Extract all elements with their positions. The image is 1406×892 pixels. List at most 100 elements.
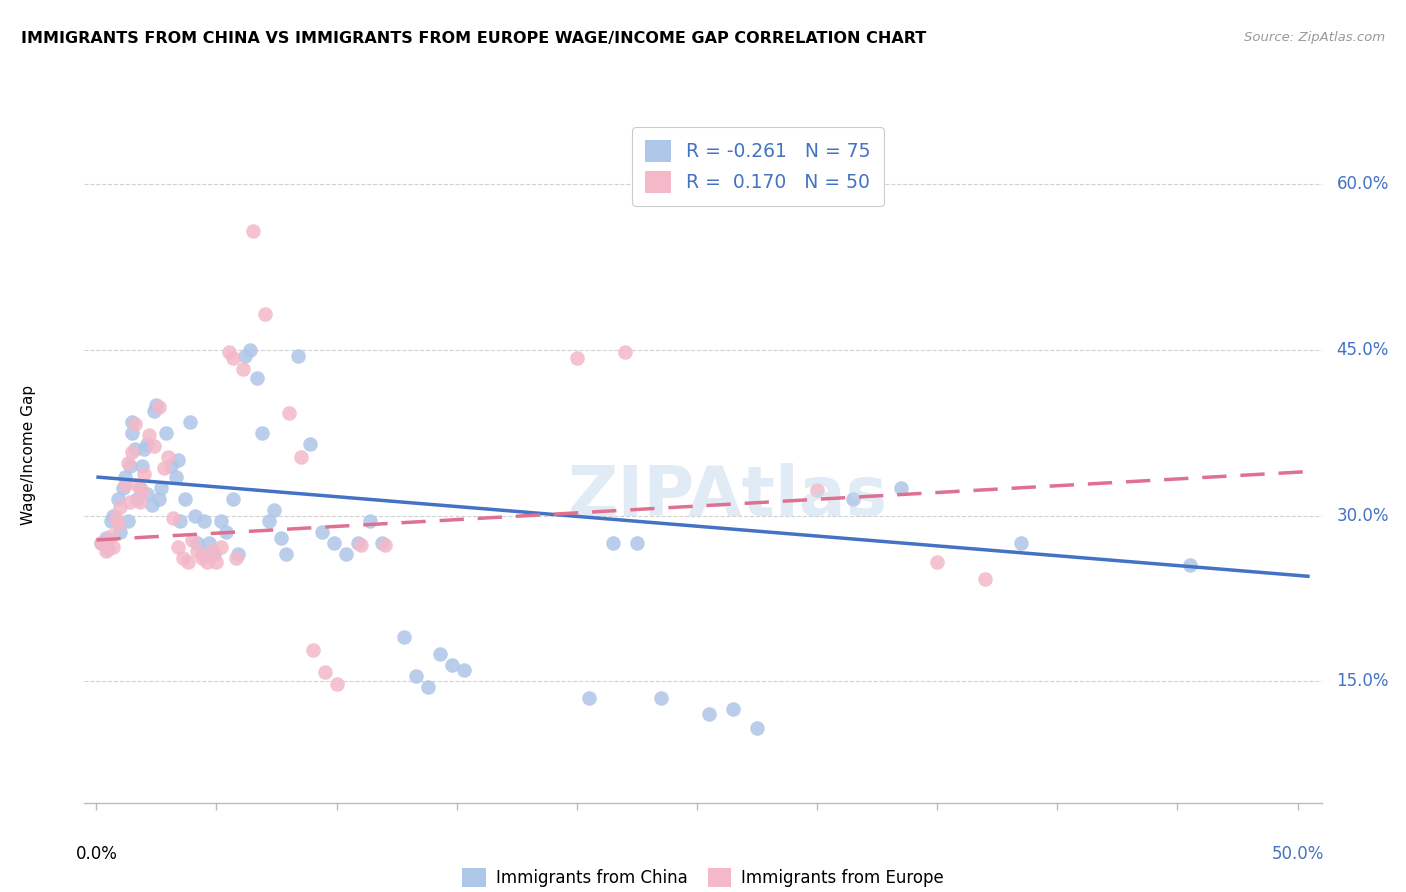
Point [209,540,232,554]
Point [135,486,157,500]
Point [301,643,323,657]
Point [232,361,254,376]
Point [890,481,912,495]
Point [927,555,949,569]
Point [145,398,167,412]
Point [179,415,201,429]
Point [202,547,225,561]
Point [806,483,828,498]
Point [110,525,132,540]
Point [107,517,129,532]
Point [209,514,232,528]
Point [127,492,149,507]
Point [259,514,281,528]
Point [141,498,163,512]
Point [205,555,228,569]
Point [184,508,207,523]
Point [347,536,370,550]
Point [118,495,141,509]
Point [276,547,298,561]
Point [613,345,636,359]
Point [118,458,141,473]
Point [225,550,247,565]
Point [172,550,194,565]
Point [250,425,273,440]
Point [1010,536,1032,550]
Point [193,514,215,528]
Point [94,544,117,558]
Point [335,547,357,561]
Text: 15.0%: 15.0% [1337,673,1389,690]
Point [222,351,245,365]
Point [974,572,997,586]
Point [565,351,588,365]
Point [191,550,214,565]
Text: 0.0%: 0.0% [76,845,117,863]
Point [103,540,125,554]
Point [218,345,240,359]
Point [314,665,336,680]
Point [103,508,125,523]
Point [131,484,153,499]
Point [127,477,149,491]
Point [246,370,269,384]
Point [124,442,146,457]
Point [111,481,134,495]
Point [100,528,122,542]
Point [117,456,139,470]
Point [128,481,150,495]
Point [350,539,373,553]
Point [290,450,312,464]
Point [148,401,170,415]
Point [150,481,173,495]
Point [270,531,292,545]
Point [392,630,415,644]
Point [626,536,648,550]
Point [97,541,120,556]
Point [143,403,166,417]
Point [578,690,600,705]
Point [325,676,347,690]
Point [131,458,153,473]
Point [155,425,177,440]
Point [233,349,256,363]
Point [191,547,214,561]
Text: 30.0%: 30.0% [1337,507,1389,524]
Point [124,417,146,431]
Point [416,680,439,694]
Point [138,428,160,442]
Point [110,500,132,514]
Point [602,536,624,550]
Point [371,536,394,550]
Point [198,536,221,550]
Point [167,453,190,467]
Text: ZIPAtlas: ZIPAtlas [568,463,887,530]
Point [222,492,245,507]
Point [440,657,463,672]
Text: IMMIGRANTS FROM CHINA VS IMMIGRANTS FROM EUROPE WAGE/INCOME GAP CORRELATION CHAR: IMMIGRANTS FROM CHINA VS IMMIGRANTS FROM… [21,31,927,46]
Point [100,514,122,528]
Point [253,307,276,321]
Point [745,721,768,735]
Point [176,555,198,569]
Point [157,450,180,464]
Point [121,415,143,429]
Point [186,544,208,558]
Point [842,492,865,507]
Point [181,533,204,547]
Point [215,525,238,540]
Point [152,461,174,475]
Point [405,669,427,683]
Point [374,539,396,553]
Point [299,437,322,451]
Text: 50.0%: 50.0% [1271,845,1324,863]
Point [143,439,166,453]
Point [165,470,187,484]
Text: Wage/Income Gap: Wage/Income Gap [21,384,37,525]
Point [453,663,475,677]
Legend: Immigrants from China, Immigrants from Europe: Immigrants from China, Immigrants from E… [454,860,952,892]
Point [104,511,127,525]
Point [186,536,208,550]
Text: 60.0%: 60.0% [1337,176,1389,194]
Point [90,536,112,550]
